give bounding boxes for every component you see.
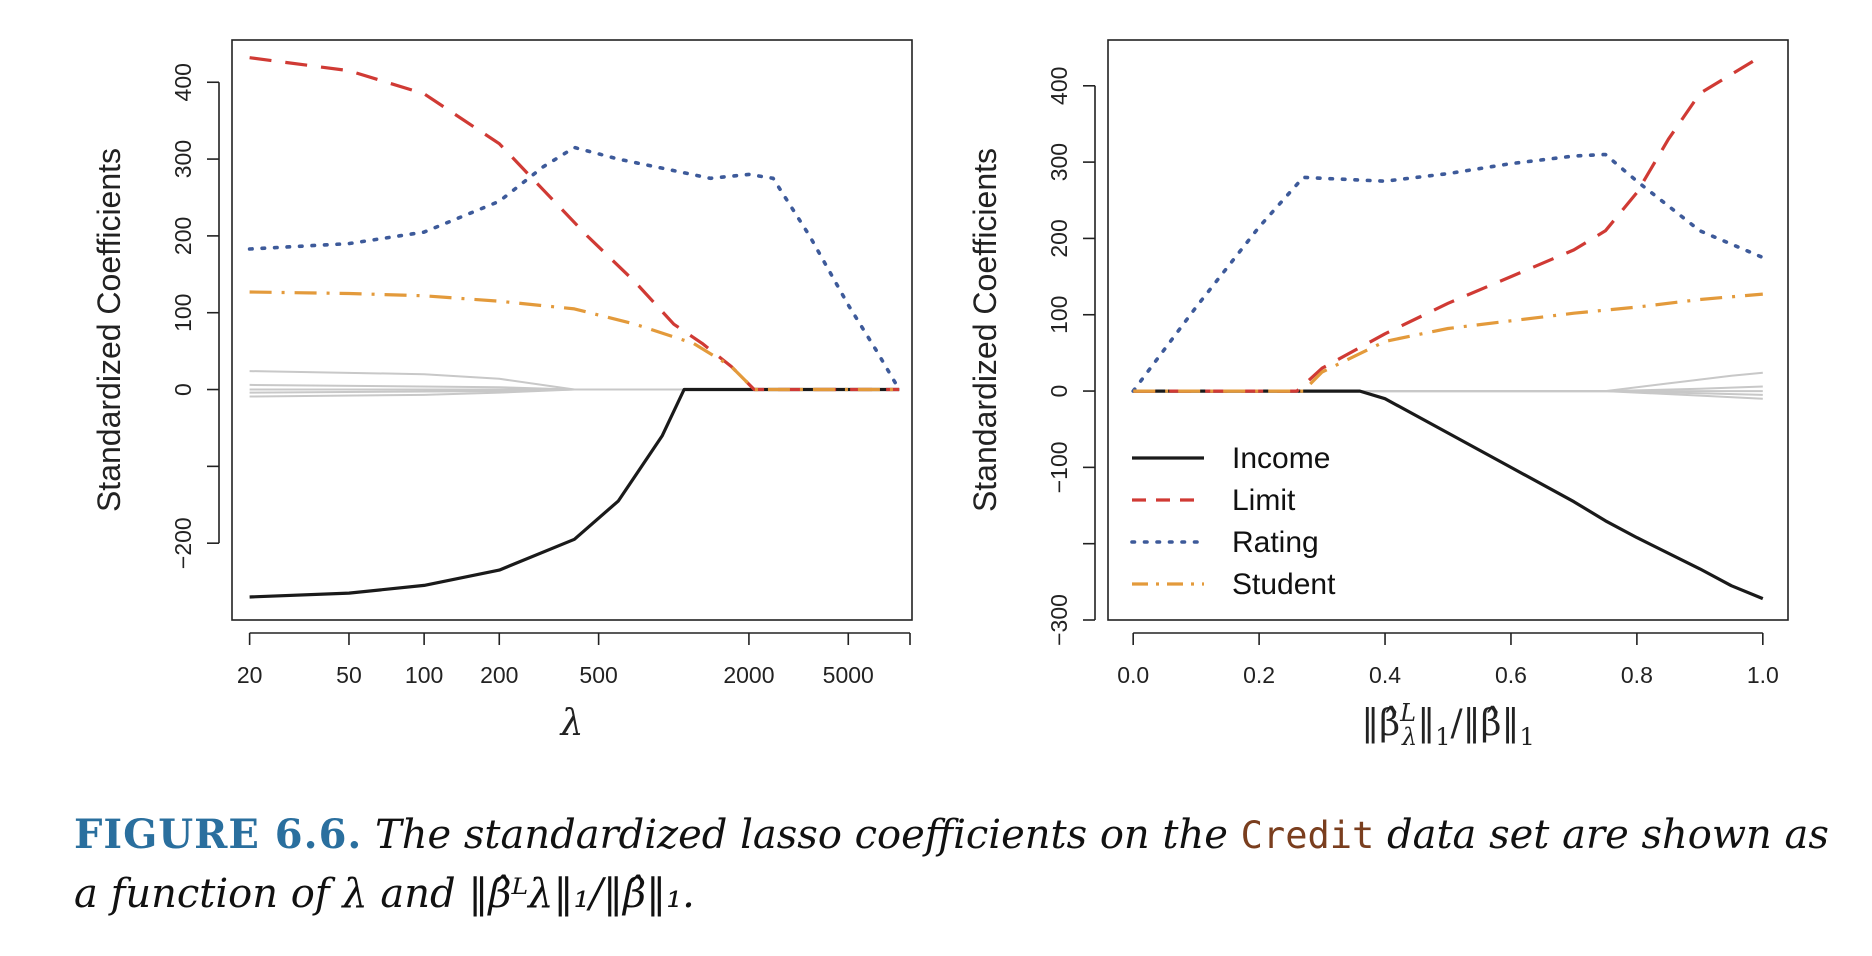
caption-text-after: data set are shown as a function of λ an… bbox=[74, 812, 1829, 917]
y-tick-label: 0 bbox=[1046, 385, 1072, 398]
series-limit bbox=[1133, 53, 1764, 393]
x-tick-label: 20 bbox=[237, 662, 263, 688]
y-tick-label: 400 bbox=[1046, 67, 1072, 105]
y-tick-label: −200 bbox=[170, 517, 196, 569]
x-tick-label: 50 bbox=[336, 662, 362, 688]
series-other-predictor bbox=[1133, 390, 1763, 400]
y-tick-label: 100 bbox=[1046, 296, 1072, 334]
x-tick-label: 500 bbox=[579, 662, 617, 688]
series-income bbox=[249, 387, 900, 599]
x-tick-label: 0.4 bbox=[1369, 662, 1401, 688]
x-tick-label: 100 bbox=[405, 662, 443, 688]
y-axis-title: Standardized Coefficients bbox=[967, 148, 1003, 512]
caption-text-before: The standardized lasso coefficients on t… bbox=[375, 812, 1228, 858]
caption-code-credit: Credit bbox=[1240, 814, 1375, 857]
y-tick-label: 300 bbox=[1046, 143, 1072, 181]
series-group bbox=[247, 56, 901, 599]
y-tick-label: −300 bbox=[1046, 594, 1072, 646]
legend-label-student: Student bbox=[1232, 568, 1336, 601]
x-tick-label: 0.0 bbox=[1117, 662, 1149, 688]
x-axis-title: λ bbox=[559, 703, 584, 744]
legend-label-income: Income bbox=[1232, 442, 1330, 475]
x-tick-label: 2000 bbox=[723, 662, 774, 688]
y-tick-label: 300 bbox=[170, 140, 196, 178]
series-student bbox=[249, 290, 900, 392]
series-student bbox=[1133, 292, 1763, 393]
figure-caption: FIGURE 6.6. The standardized lasso coeff… bbox=[74, 806, 1834, 923]
plot-frame bbox=[231, 39, 913, 621]
series-limit bbox=[249, 56, 900, 392]
caption-label: FIGURE 6.6. bbox=[74, 811, 363, 858]
legend-label-limit: Limit bbox=[1232, 484, 1296, 517]
y-tick-label: 400 bbox=[170, 63, 196, 101]
x-tick-label: 0.6 bbox=[1495, 662, 1527, 688]
series-group bbox=[1131, 53, 1765, 601]
series-other-predictor bbox=[1133, 371, 1763, 393]
x-axis-title: ‖β̂L λ‖1/‖β̂‖1 bbox=[1361, 699, 1534, 751]
legend-label-rating: Rating bbox=[1232, 526, 1319, 559]
x-tick-label: 5000 bbox=[823, 662, 874, 688]
y-tick-label: 200 bbox=[170, 217, 196, 255]
plot-frame bbox=[1107, 39, 1789, 621]
right-chart-panel: 0.0 0.2 0.4 0.6 0.8 1.0 −300 −100 0 100 200 300 400 S… bbox=[967, 39, 1789, 751]
series-rating bbox=[1131, 152, 1765, 393]
y-tick-label: −100 bbox=[1046, 441, 1072, 493]
x-tick-label: 1.0 bbox=[1747, 662, 1779, 688]
series-rating bbox=[247, 145, 901, 392]
legend: Income Limit Rating Student bbox=[1130, 442, 1336, 601]
series-income bbox=[1133, 389, 1764, 601]
x-tick-label: 0.2 bbox=[1243, 662, 1275, 688]
left-chart-panel: 20 50 100 200 500 2000 5000 −200 0 100 200 300 400 St… bbox=[91, 39, 913, 744]
y-tick-label: 0 bbox=[170, 383, 196, 396]
y-tick-label: 200 bbox=[1046, 219, 1072, 257]
x-tick-label: 0.8 bbox=[1621, 662, 1653, 688]
y-axis-title: Standardized Coefficients bbox=[91, 148, 127, 512]
y-tick-label: 100 bbox=[170, 294, 196, 332]
x-tick-label: 200 bbox=[480, 662, 518, 688]
